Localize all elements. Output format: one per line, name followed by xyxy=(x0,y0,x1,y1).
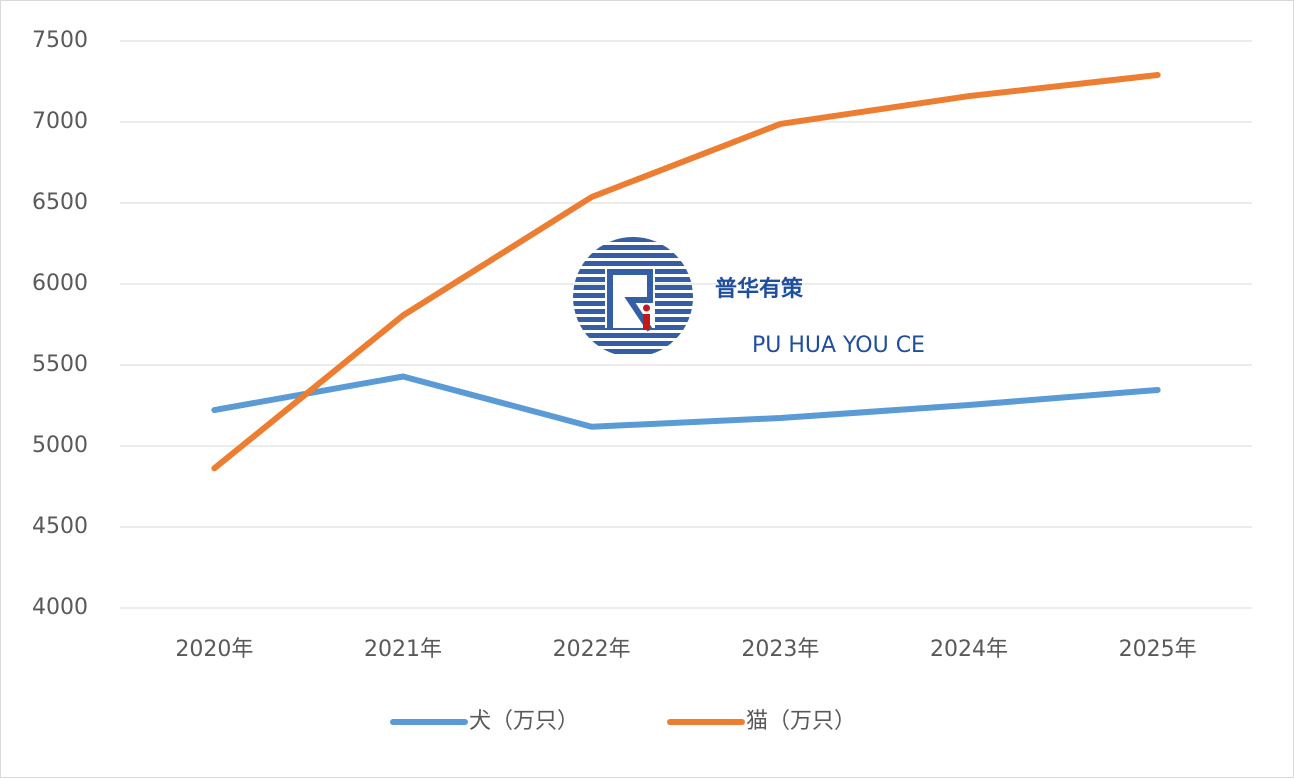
series-line xyxy=(211,72,1161,472)
logo-stripe xyxy=(573,333,693,338)
watermark-logo xyxy=(573,237,693,354)
watermark-title: 普华有策 xyxy=(715,276,804,302)
x-tick-label: 2025年 xyxy=(1119,637,1197,662)
logo-stripe xyxy=(573,341,693,346)
x-tick-label: 2022年 xyxy=(553,637,631,662)
legend-label: 犬（万只） xyxy=(469,709,579,734)
logo-stripe xyxy=(573,253,693,258)
y-tick-label: 5500 xyxy=(32,352,88,377)
logo-stripe xyxy=(573,261,693,266)
series-line xyxy=(211,373,1161,430)
y-tick-label: 4000 xyxy=(32,595,88,620)
y-tick-label: 4500 xyxy=(32,514,88,539)
watermark-subtitle: PU HUA YOU CE xyxy=(752,333,925,358)
x-tick-label: 2024年 xyxy=(930,637,1008,662)
y-tick-label: 6000 xyxy=(32,271,88,296)
x-tick-label: 2023年 xyxy=(741,637,819,662)
x-tick-label: 2021年 xyxy=(364,637,442,662)
logo-stripe xyxy=(573,237,693,242)
logo-stripe xyxy=(573,349,693,354)
y-tick-label: 7000 xyxy=(32,109,88,134)
y-tick-label: 6500 xyxy=(32,190,88,215)
y-tick-label: 5000 xyxy=(32,433,88,458)
legend-label: 猫（万只） xyxy=(746,709,856,734)
logo-stripe xyxy=(573,245,693,250)
x-tick-label: 2020年 xyxy=(175,637,253,662)
y-tick-label: 7500 xyxy=(32,28,88,53)
